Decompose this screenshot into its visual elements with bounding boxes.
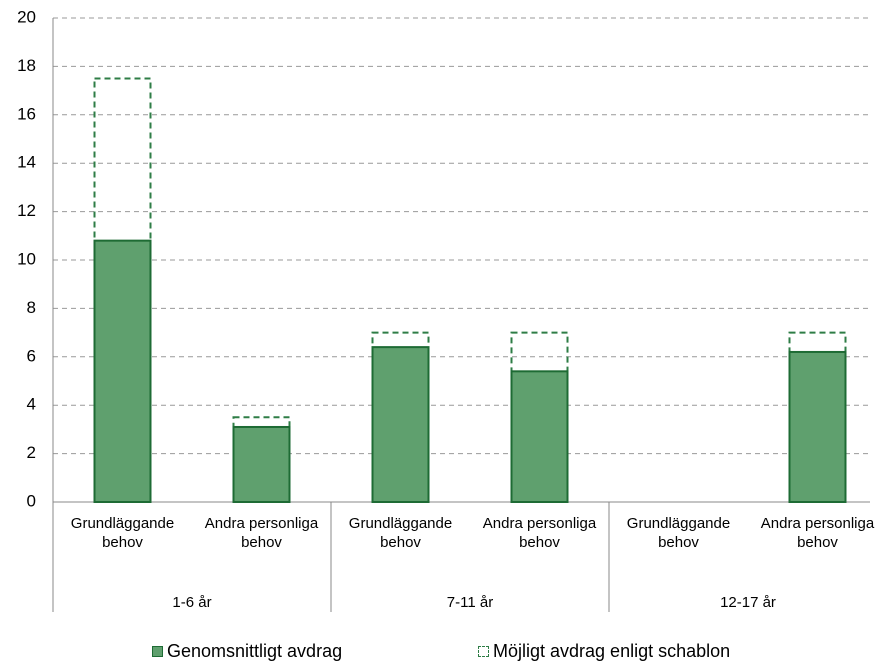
y-tick-label: 20 bbox=[17, 7, 36, 26]
bar bbox=[510, 370, 569, 503]
bar bbox=[371, 346, 430, 503]
bar bbox=[93, 239, 152, 503]
legend-label: Möjligt avdrag enligt schablon bbox=[493, 641, 731, 661]
x-tick-label: Grundläggande behov bbox=[348, 515, 453, 551]
legend-swatch bbox=[152, 646, 163, 657]
y-tick-label: 14 bbox=[17, 153, 36, 172]
y-tick-label: 18 bbox=[17, 56, 36, 75]
group-label: 12-17 år bbox=[720, 594, 776, 611]
y-tick-label: 12 bbox=[17, 201, 36, 220]
y-tick-label: 8 bbox=[27, 298, 36, 317]
x-tick-label: Grundläggande behov bbox=[70, 515, 175, 551]
y-tick-label: 4 bbox=[27, 395, 36, 414]
x-tick-label: Andra personliga behov bbox=[482, 515, 597, 551]
x-tick-label: Andra personliga behov bbox=[204, 515, 319, 551]
group-label: 7-11 år bbox=[446, 594, 494, 611]
y-tick-label: 2 bbox=[27, 443, 36, 462]
x-tick-label: Andra personliga behov bbox=[760, 515, 875, 551]
legend-item: Möjligt avdrag enligt schablon bbox=[478, 641, 730, 662]
y-tick-label: 16 bbox=[17, 104, 36, 123]
group-label: 1-6 år bbox=[172, 594, 212, 611]
legend-swatch bbox=[478, 646, 489, 657]
legend-item: Genomsnittligt avdrag bbox=[152, 641, 342, 662]
y-tick-label: 6 bbox=[27, 346, 36, 365]
y-tick-label: 10 bbox=[17, 249, 36, 268]
y-tick-label: 0 bbox=[27, 491, 36, 510]
bar bbox=[788, 350, 847, 503]
x-tick-label: Grundläggande behov bbox=[626, 515, 731, 551]
legend-label: Genomsnittligt avdrag bbox=[167, 641, 343, 661]
bar bbox=[232, 425, 291, 504]
